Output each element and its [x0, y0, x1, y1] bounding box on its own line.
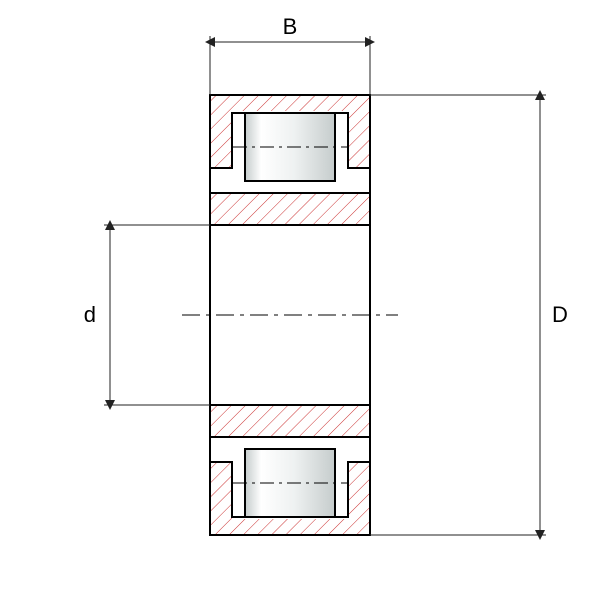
roller-bottom	[233, 449, 347, 517]
roller-top	[233, 113, 347, 181]
bearing-cross-section-diagram: B Dd	[0, 0, 600, 600]
inner-diameter-label: d	[84, 302, 96, 327]
outer-diameter-label: D	[552, 302, 568, 327]
width-label: B	[283, 14, 298, 39]
